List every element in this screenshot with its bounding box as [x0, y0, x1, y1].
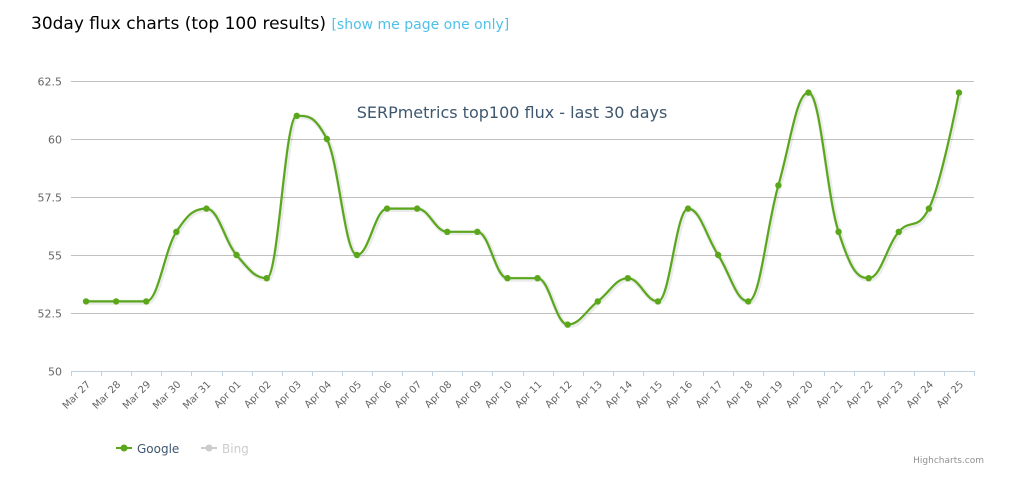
series-google[interactable] — [82, 89, 963, 329]
data-point-marker[interactable] — [865, 275, 872, 282]
show-page-one-link[interactable]: [show me page one only] — [331, 17, 510, 33]
data-point-marker[interactable] — [293, 112, 300, 120]
data-point-marker[interactable] — [444, 228, 451, 235]
x-tick-label: Apr 23 — [875, 379, 906, 410]
x-tick-label: Apr 25 — [935, 379, 966, 410]
data-point-marker[interactable] — [504, 275, 511, 282]
x-tick-label: Apr 14 — [604, 379, 635, 410]
data-point-marker[interactable] — [173, 228, 180, 235]
highcharts-credits-link[interactable]: Highcharts.com — [913, 456, 984, 466]
data-point-marker[interactable] — [955, 89, 963, 96]
data-point-marker[interactable] — [835, 228, 842, 235]
data-point-marker[interactable] — [564, 321, 571, 328]
data-point-marker[interactable] — [233, 251, 240, 259]
legend-google-marker-icon — [120, 444, 128, 452]
data-point-marker[interactable] — [112, 298, 120, 305]
x-tick-label: Apr 22 — [845, 379, 876, 410]
data-point-marker[interactable] — [714, 251, 722, 259]
x-tick-label: Apr 12 — [544, 379, 575, 410]
y-tick-label: 50 — [48, 366, 62, 379]
x-tick-label: Mar 29 — [121, 379, 153, 411]
page-title-text: 30day flux charts (top 100 results) — [31, 14, 327, 34]
x-tick-label: Apr 24 — [905, 379, 936, 410]
x-tick-label: Apr 01 — [212, 379, 243, 410]
x-tick-label: Apr 19 — [754, 379, 785, 410]
data-point-marker[interactable] — [805, 89, 812, 96]
y-tick-label: 55 — [48, 250, 62, 263]
x-tick-label: Mar 31 — [181, 379, 213, 411]
data-point-marker[interactable] — [353, 251, 361, 259]
data-point-marker[interactable] — [594, 298, 601, 305]
x-tick-label: Mar 27 — [61, 379, 93, 411]
page-title: 30day flux charts (top 100 results) [sho… — [31, 14, 509, 34]
data-point-marker[interactable] — [413, 205, 421, 212]
x-tick-label: Mar 30 — [151, 379, 183, 411]
data-point-marker[interactable] — [143, 298, 150, 305]
y-grid-lines — [71, 81, 974, 314]
x-tick-label: Mar 28 — [91, 379, 123, 411]
x-tick-label: Apr 21 — [814, 379, 845, 410]
data-point-marker[interactable] — [82, 298, 90, 305]
series-shadow — [87, 91, 963, 329]
y-tick-label: 52.5 — [38, 308, 63, 321]
x-tick-label: Apr 05 — [333, 379, 364, 410]
legend-bing-label: Bing — [222, 442, 249, 456]
data-point-marker[interactable] — [654, 298, 662, 305]
x-tick-label: Apr 18 — [724, 379, 755, 410]
x-tick-label: Apr 11 — [513, 379, 544, 410]
legend-item-bing[interactable]: Bing — [201, 442, 249, 456]
x-tick-label: Apr 04 — [303, 379, 334, 410]
data-point-marker[interactable] — [263, 275, 270, 282]
x-tick-label: Apr 17 — [694, 379, 725, 410]
y-axis-labels: 50 52.5 55 57.5 60 62.5 — [38, 76, 63, 379]
x-tick-label: Apr 03 — [273, 379, 304, 410]
x-tick-label: Apr 08 — [423, 379, 454, 410]
x-tick-label: Apr 06 — [363, 379, 394, 410]
chart-title: SERPmetrics top100 flux - last 30 days — [357, 103, 668, 122]
data-point-marker[interactable] — [474, 228, 481, 235]
legend: Google Bing — [116, 442, 249, 456]
legend-google-label: Google — [137, 442, 179, 456]
data-point-marker[interactable] — [383, 205, 391, 212]
data-point-marker[interactable] — [624, 275, 632, 282]
data-point-marker[interactable] — [203, 205, 210, 212]
y-tick-label: 60 — [48, 134, 62, 147]
x-tick-label: Apr 09 — [453, 379, 484, 410]
data-point-marker[interactable] — [895, 228, 902, 235]
data-point-marker[interactable] — [775, 182, 782, 189]
data-point-marker[interactable] — [323, 135, 331, 143]
legend-item-google[interactable]: Google — [116, 442, 179, 456]
y-tick-label: 57.5 — [38, 192, 63, 205]
data-point-marker[interactable] — [925, 205, 933, 212]
data-point-marker[interactable] — [534, 275, 541, 282]
x-tick-label: Apr 07 — [393, 379, 424, 410]
data-point-marker[interactable] — [745, 298, 752, 305]
x-tick-label: Apr 10 — [483, 379, 514, 410]
x-tick-label: Apr 16 — [664, 379, 695, 410]
x-tick-label: Apr 13 — [574, 379, 605, 410]
data-point-marker[interactable] — [684, 205, 692, 212]
x-tick-label: Apr 15 — [634, 379, 665, 410]
x-tick-label: Apr 02 — [243, 379, 274, 410]
google-line[interactable] — [86, 91, 961, 326]
legend-bing-marker-icon — [205, 444, 213, 452]
y-tick-label: 62.5 — [38, 76, 63, 89]
x-tick-label: Apr 20 — [784, 379, 815, 410]
